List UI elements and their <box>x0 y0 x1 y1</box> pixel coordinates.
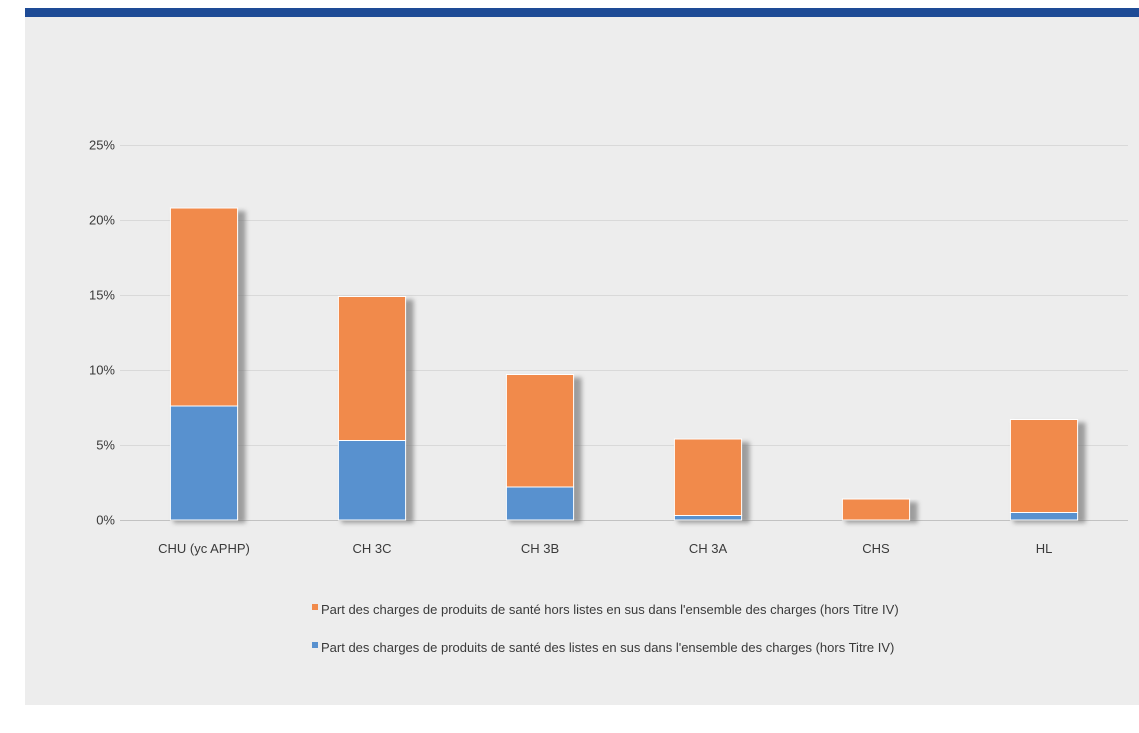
bar-segment-hors-listes-en-sus <box>841 498 911 521</box>
legend-label-listes-en-sus: Part des charges de produits de santé de… <box>321 640 894 655</box>
y-axis-tick-labels: 0% 5% 10% 15% 20% 25% <box>89 138 115 528</box>
legend-item-listes-en-sus: Part des charges de produits de santé de… <box>312 640 894 655</box>
y-tick-label: 25% <box>89 138 115 153</box>
header-accent-band <box>25 8 1139 17</box>
x-category-label: CHS <box>862 541 890 556</box>
legend-label-hors-listes-en-sus: Part des charges de produits de santé ho… <box>321 602 899 617</box>
x-category-label: CHU (yc APHP) <box>158 541 250 556</box>
gridlines <box>120 145 1128 521</box>
x-category-label: CH 3B <box>521 541 559 556</box>
bars <box>169 207 1086 523</box>
legend-item-hors-listes-en-sus: Part des charges de produits de santé ho… <box>312 602 899 617</box>
y-tick-label: 0% <box>96 513 115 528</box>
bar-segment-hors-listes-en-sus <box>337 296 407 441</box>
y-tick-label: 20% <box>89 213 115 228</box>
y-tick-label: 10% <box>89 363 115 378</box>
bar-segment-hors-listes-en-sus <box>1009 419 1079 513</box>
bar-segment-hors-listes-en-sus <box>673 438 743 516</box>
bar-segment-listes-en-sus <box>505 486 575 521</box>
x-category-label: HL <box>1036 541 1053 556</box>
legend-swatch-hors-listes-en-sus <box>312 604 318 610</box>
bar-segment-listes-en-sus <box>169 405 239 521</box>
bar-segment-listes-en-sus <box>1009 512 1079 521</box>
x-category-label: CH 3C <box>352 541 391 556</box>
bar-segment-hors-listes-en-sus <box>169 207 239 407</box>
y-tick-label: 15% <box>89 288 115 303</box>
y-tick-label: 5% <box>96 438 115 453</box>
legend: Part des charges de produits de santé ho… <box>312 602 899 655</box>
bar-segment-listes-en-sus <box>673 515 743 521</box>
legend-swatch-listes-en-sus <box>312 642 318 648</box>
bar-segment-listes-en-sus <box>337 440 407 521</box>
x-category-label: CH 3A <box>689 541 728 556</box>
x-axis-category-labels: CHU (yc APHP) CH 3C CH 3B CH 3A CHS HL <box>158 541 1052 556</box>
bar-segment-hors-listes-en-sus <box>505 374 575 488</box>
